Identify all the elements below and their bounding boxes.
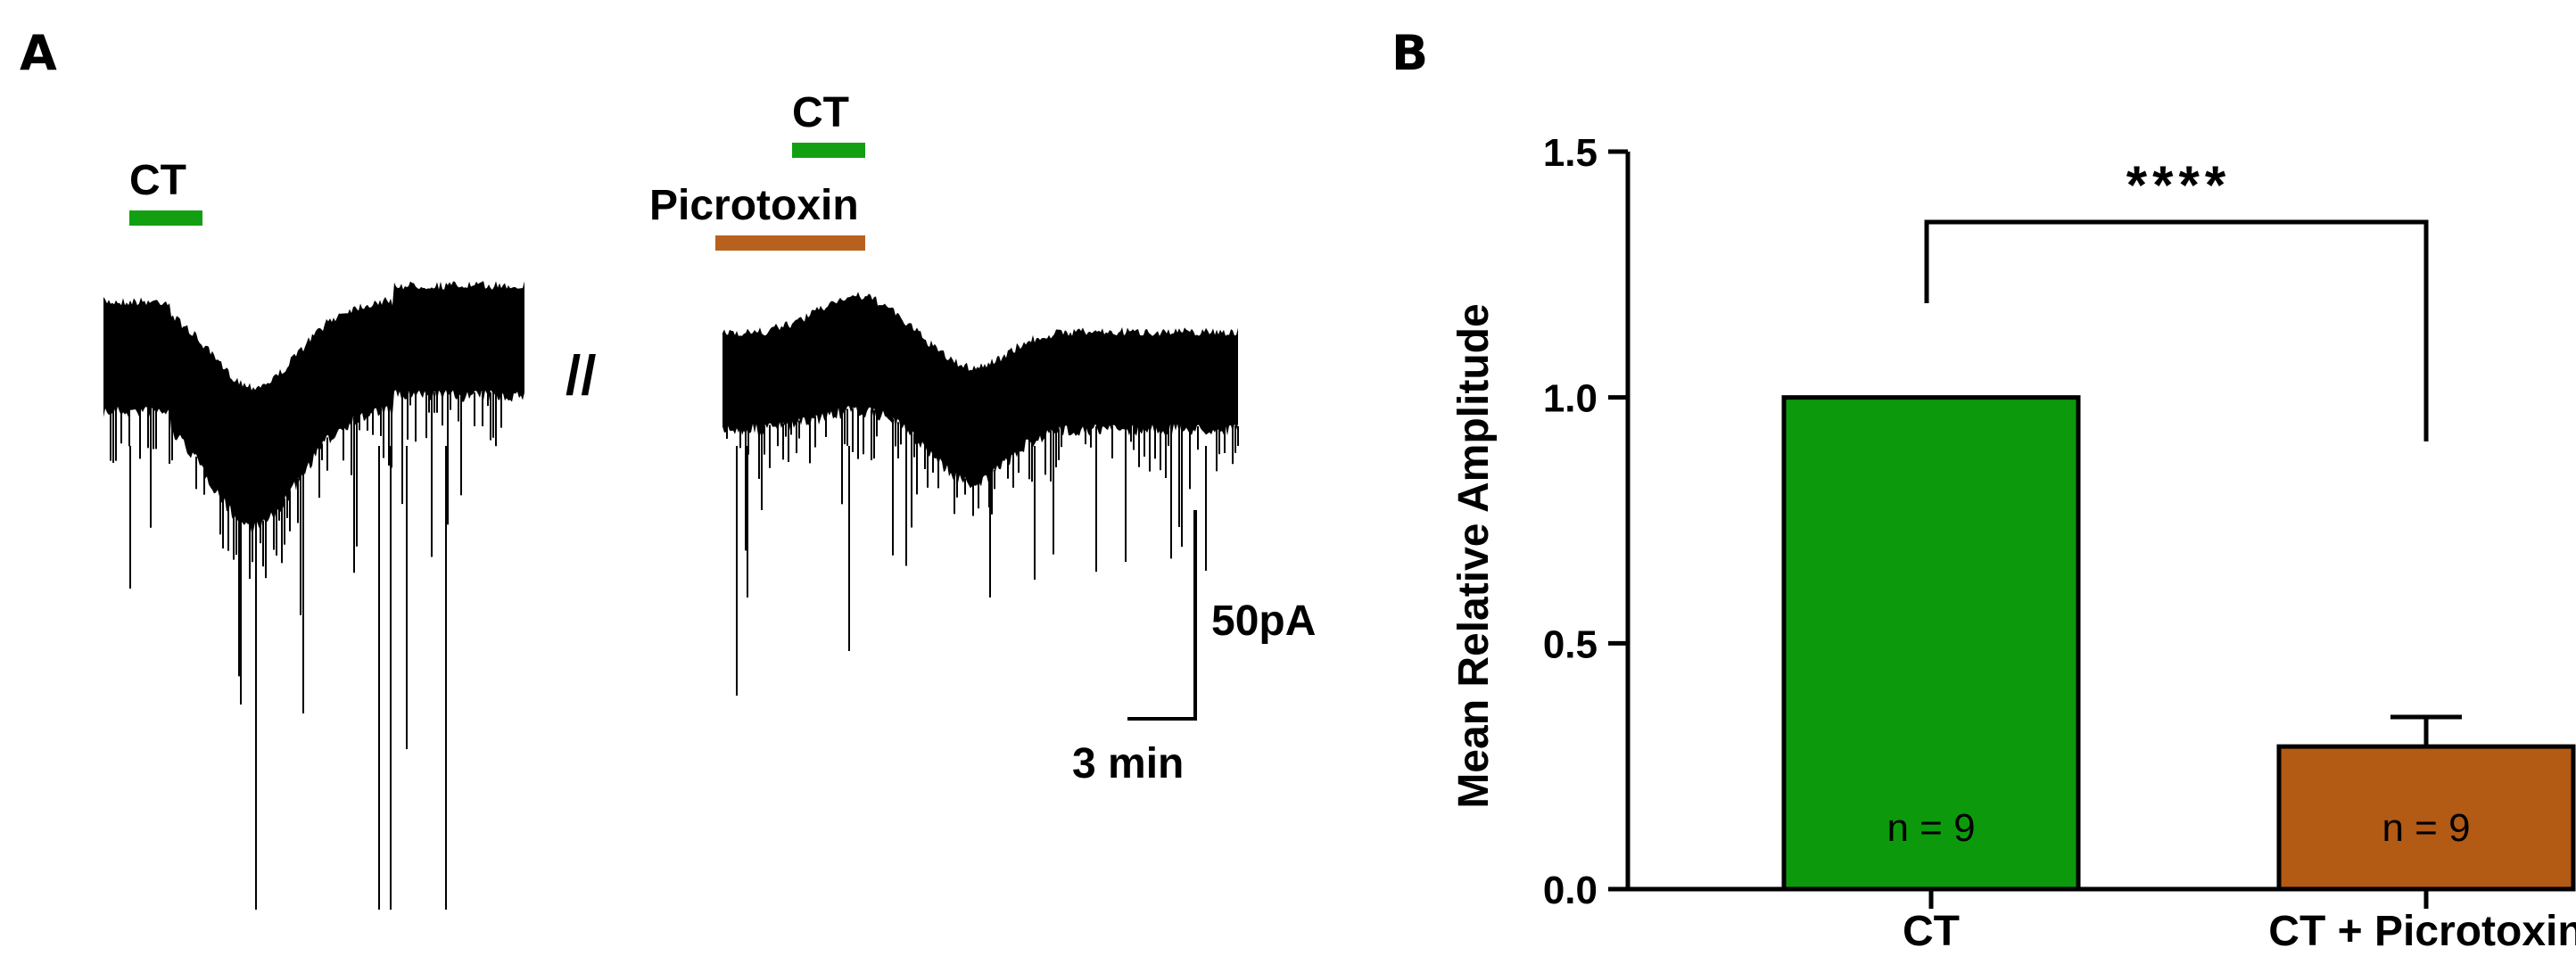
bracket-line — [1924, 219, 2429, 441]
bar-ct — [1781, 395, 2081, 892]
trace1-band — [103, 281, 524, 532]
n-label: n = 9 — [1887, 806, 1975, 850]
significance-bracket: **** — [1924, 155, 2429, 441]
trace1-ct-label: CT — [129, 157, 186, 204]
scale-bar-time-label: 3 min — [1072, 740, 1184, 787]
x-tick-label: CT — [1903, 908, 1960, 955]
scale-bar-current-label: 50pA — [1211, 598, 1316, 645]
trace2-ct-label: CT — [792, 89, 849, 136]
trace1-ct-bar — [129, 210, 202, 226]
trace2-picrotoxin-bar — [715, 235, 865, 251]
significance-label: **** — [2126, 155, 2231, 215]
y-axis-label: Mean Relative Amplitude — [1450, 303, 1498, 808]
trace2-picrotoxin-label: Picrotoxin — [649, 182, 859, 229]
y-tick-label: 1.5 — [1543, 131, 1598, 175]
trace-2 — [722, 292, 1239, 696]
x-axis: CT CT + Picrotoxin — [1628, 886, 2576, 955]
y-tick-label: 0.0 — [1543, 869, 1598, 912]
trace-1 — [103, 281, 524, 910]
n-label: n = 9 — [2382, 806, 2470, 850]
trace2-ct-bar — [792, 143, 865, 158]
x-tick-label: CT + Picrotoxin — [2268, 908, 2576, 955]
bar-chart: Mean Relative Amplitude 0.0 0.5 1.0 1.5 n =… — [1450, 131, 2576, 955]
panel-label-a: A — [20, 25, 57, 81]
y-axis: 0.0 0.5 1.0 1.5 — [1543, 131, 1631, 912]
y-tick-label: 0.5 — [1543, 622, 1598, 666]
bars: n = 9 n = 9 — [1781, 395, 2576, 892]
y-tick-label: 1.0 — [1543, 377, 1598, 421]
axis-break-mark: // — [566, 345, 596, 407]
panel-label-b: B — [1391, 25, 1428, 81]
trace2-band — [722, 292, 1238, 489]
